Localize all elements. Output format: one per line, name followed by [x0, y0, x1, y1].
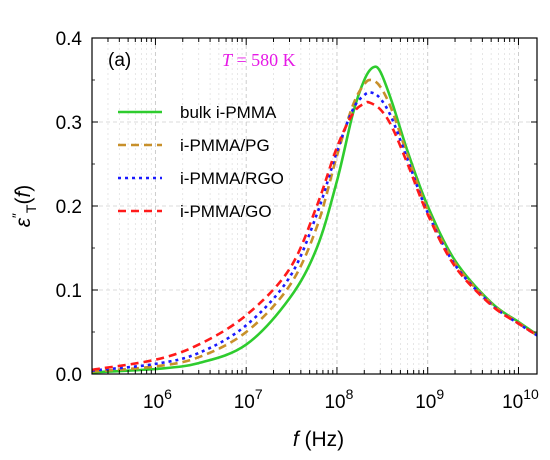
y-axis-label-sub: T — [23, 204, 39, 213]
x-tick-label: 106 — [143, 386, 172, 413]
y-axis-label-close: ) — [12, 185, 35, 192]
x-tick-base: 10 — [143, 392, 164, 413]
x-tick-label: 1010 — [502, 386, 539, 413]
legend: bulk i-PMMA i-PMMA/PG i-PMMA/RGO i-PMMA/GO — [118, 103, 284, 221]
legend-label: bulk i-PMMA — [180, 103, 277, 122]
y-tick-label: 0.2 — [56, 197, 82, 218]
series-layer — [91, 65, 538, 374]
x-tick-label: 107 — [234, 386, 263, 413]
x-tick-exp: 8 — [346, 386, 354, 402]
y-axis-label-var: ε — [12, 217, 35, 227]
y-tick-label: 0.0 — [56, 365, 82, 386]
x-axis-label-var: f — [293, 428, 301, 451]
y-axis-label-sup: ″ — [9, 213, 25, 218]
x-tick-base: 10 — [324, 392, 345, 413]
y-axis-label: ε″T(f) — [9, 185, 39, 228]
y-tick-label: 0.4 — [56, 29, 83, 50]
panel-label: (a) — [108, 50, 131, 71]
legend-label: i-PMMA/RGO — [180, 169, 284, 188]
y-axis-label-arg: f — [12, 190, 35, 198]
series-line-i-pmma-go — [91, 100, 538, 372]
x-tick-exp: 10 — [523, 386, 539, 402]
grid — [92, 38, 537, 374]
x-tick-base: 10 — [502, 392, 523, 413]
y-axis-label-open: ( — [12, 198, 35, 205]
series-line-bulk-i-pmma — [91, 65, 538, 374]
x-tick-label: 109 — [415, 386, 444, 413]
temperature-annotation: T = 580 K — [222, 50, 296, 70]
y-tick-label: 0.3 — [56, 113, 82, 134]
series-line-i-pmma-pg — [91, 78, 538, 373]
annotation-unit: K — [283, 50, 296, 70]
x-tick-exp: 7 — [255, 386, 263, 402]
x-tick-exp: 9 — [436, 386, 444, 402]
x-tick-exp: 6 — [164, 386, 172, 402]
x-axis-label-unit: (Hz) — [299, 428, 345, 451]
x-tick-base: 10 — [415, 392, 436, 413]
legend-label: i-PMMA/PG — [180, 136, 270, 155]
annotation-eq: = 580 — [232, 50, 283, 70]
annotation-var: T — [222, 50, 234, 70]
x-tick-base: 10 — [234, 392, 255, 413]
legend-label: i-PMMA/GO — [180, 202, 272, 221]
series-line-i-pmma-rgo — [91, 91, 538, 372]
x-axis-label: f (Hz) — [293, 428, 344, 451]
x-tick-label: 108 — [324, 386, 353, 413]
y-tick-label: 0.1 — [56, 281, 82, 302]
